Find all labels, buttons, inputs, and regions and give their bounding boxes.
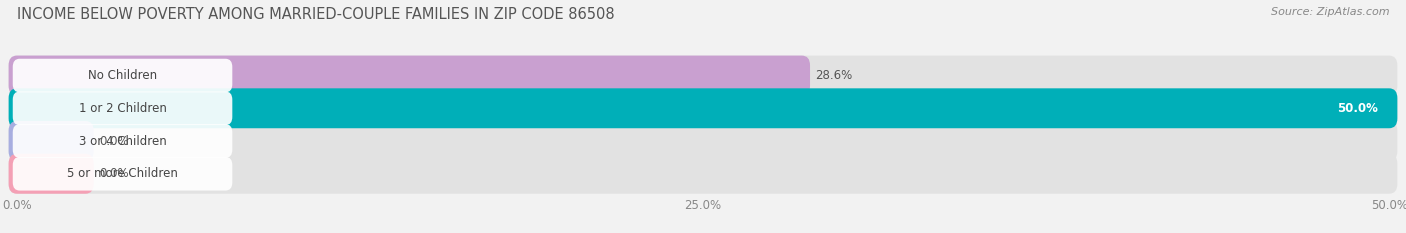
FancyBboxPatch shape: [13, 124, 232, 158]
Text: 3 or 4 Children: 3 or 4 Children: [79, 134, 166, 147]
FancyBboxPatch shape: [8, 56, 1398, 96]
FancyBboxPatch shape: [8, 121, 1398, 161]
FancyBboxPatch shape: [8, 154, 94, 194]
FancyBboxPatch shape: [13, 92, 232, 125]
Text: 50.0%: 50.0%: [1337, 102, 1378, 115]
Text: 0.0%: 0.0%: [100, 134, 129, 147]
FancyBboxPatch shape: [13, 157, 232, 191]
FancyBboxPatch shape: [8, 88, 1398, 128]
Text: 28.6%: 28.6%: [815, 69, 853, 82]
FancyBboxPatch shape: [8, 154, 1398, 194]
Text: 5 or more Children: 5 or more Children: [67, 167, 179, 180]
Text: 0.0%: 0.0%: [100, 167, 129, 180]
FancyBboxPatch shape: [8, 121, 94, 161]
Text: 1 or 2 Children: 1 or 2 Children: [79, 102, 166, 115]
Text: INCOME BELOW POVERTY AMONG MARRIED-COUPLE FAMILIES IN ZIP CODE 86508: INCOME BELOW POVERTY AMONG MARRIED-COUPL…: [17, 7, 614, 22]
Text: No Children: No Children: [89, 69, 157, 82]
Text: Source: ZipAtlas.com: Source: ZipAtlas.com: [1271, 7, 1389, 17]
FancyBboxPatch shape: [13, 59, 232, 92]
FancyBboxPatch shape: [8, 56, 810, 96]
FancyBboxPatch shape: [8, 88, 1398, 128]
